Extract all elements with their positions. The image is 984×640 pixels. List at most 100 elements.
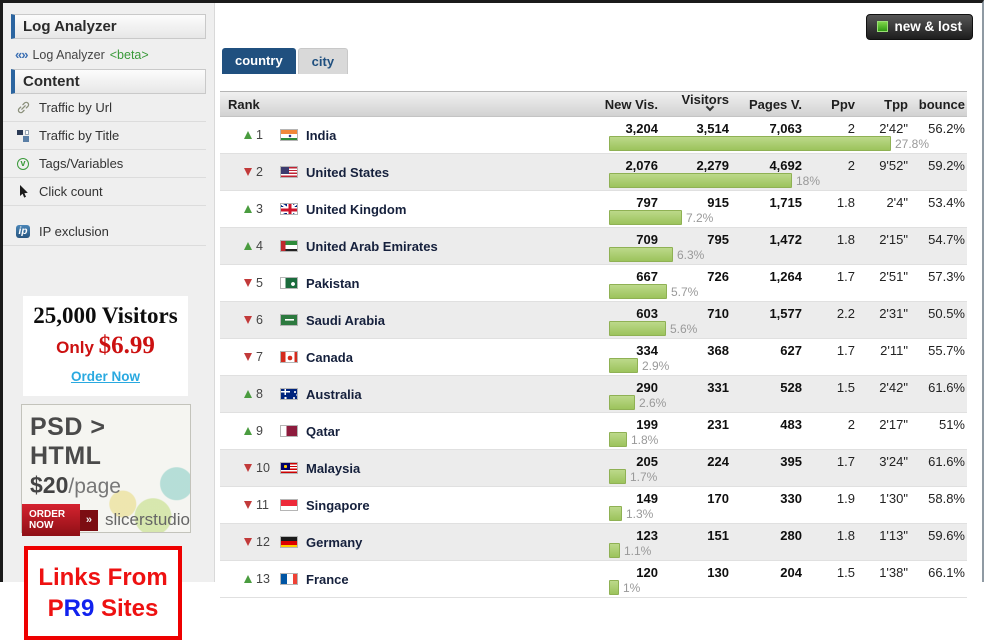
order-now-button[interactable]: ORDER NOW xyxy=(22,504,80,536)
column-header-visitors[interactable]: Visitors xyxy=(658,92,729,112)
column-header-bounce[interactable]: bounce xyxy=(918,97,965,112)
tab-bar: country city xyxy=(222,48,349,74)
country-flag-icon xyxy=(280,499,298,511)
rank-number: 4 xyxy=(256,239,263,253)
visitors-share-bar: 1.1% xyxy=(609,543,651,558)
country-name: Canada xyxy=(306,350,353,365)
ad-25000-visitors[interactable]: 25,000 Visitors Only $6.99 Order Now xyxy=(23,296,188,396)
ad-pr9-links[interactable]: Links From PR9 Sites xyxy=(24,546,182,640)
sidebar-item-label: Traffic by Title xyxy=(39,128,120,143)
ppv-value: 1.7 xyxy=(836,343,855,358)
country-flag-icon xyxy=(280,388,298,400)
table-row[interactable]: 8 Australia 290 331 528 1.5 2'42" 61.6% … xyxy=(220,376,967,413)
log-analyzer-beta-link[interactable]: «» Log Analyzer <beta> xyxy=(3,39,214,69)
sidebar-item-label: IP exclusion xyxy=(39,224,109,239)
bounce-value: 61.6% xyxy=(928,380,965,395)
table-row[interactable]: 13 France 120 130 204 1.5 1'38" 66.1% 1% xyxy=(220,561,967,598)
country-name: United Arab Emirates xyxy=(306,239,438,254)
new-visitors-value: 120 xyxy=(636,565,658,580)
column-header-rank[interactable]: Rank xyxy=(228,97,260,112)
table-row[interactable]: 4 United Arab Emirates 709 795 1,472 1.8… xyxy=(220,228,967,265)
share-label: 1.8% xyxy=(631,432,659,447)
ad-footer: ORDER NOW » slicerstudio xyxy=(22,504,190,536)
tpp-value: 2'17" xyxy=(879,417,908,432)
sidebar-section-log-analyzer: Log Analyzer xyxy=(11,14,206,39)
ad-psd-to-html[interactable]: PSD > HTML $20/page ORDER NOW » slicerst… xyxy=(21,404,191,536)
table-row[interactable]: 11 Singapore 149 170 330 1.9 1'30" 58.8%… xyxy=(220,487,967,524)
table-row[interactable]: 7 Canada 334 368 627 1.7 2'11" 55.7% 2.9… xyxy=(220,339,967,376)
country-flag-icon xyxy=(280,166,298,178)
pages-views-value: 1,577 xyxy=(769,306,802,321)
sidebar-item-click-count[interactable]: Click count xyxy=(3,178,206,206)
tpp-value: 2'11" xyxy=(880,343,908,358)
pages-views-value: 395 xyxy=(780,454,802,469)
table-row[interactable]: 12 Germany 123 151 280 1.8 1'13" 59.6% 1… xyxy=(220,524,967,561)
ppv-value: 2.2 xyxy=(836,306,855,321)
new-visitors-value: 709 xyxy=(636,232,658,247)
bar-fill xyxy=(609,469,626,484)
rank-trend-icon xyxy=(244,575,252,583)
ppv-value: 1.7 xyxy=(836,454,855,469)
bounce-value: 59.6% xyxy=(928,528,965,543)
country-name: Germany xyxy=(306,535,363,550)
pages-views-value: 528 xyxy=(780,380,802,395)
rank-number: 8 xyxy=(256,387,263,401)
rank-number: 3 xyxy=(256,202,263,216)
bar-fill xyxy=(609,173,792,188)
rank-trend-icon xyxy=(244,390,252,398)
bounce-value: 50.5% xyxy=(928,306,965,321)
table-row[interactable]: 10 Malaysia 205 224 395 1.7 3'24" 61.6% … xyxy=(220,450,967,487)
sidebar-item-ip-exclusion[interactable]: ip IP exclusion xyxy=(3,218,206,246)
visitors-value: 151 xyxy=(707,528,729,543)
chevrons-icon[interactable]: » xyxy=(79,509,98,531)
ppv-value: 1.8 xyxy=(836,528,855,543)
table-row[interactable]: 9 Qatar 199 231 483 2 2'17" 51% 1.8% xyxy=(220,413,967,450)
column-header-new-vis[interactable]: New Vis. xyxy=(604,97,658,112)
country-name: Australia xyxy=(306,387,362,402)
column-header-pages-v[interactable]: Pages V. xyxy=(748,97,802,112)
sidebar: Log Analyzer «» Log Analyzer <beta> Cont… xyxy=(3,3,215,640)
rank-number: 9 xyxy=(256,424,263,438)
table-row[interactable]: 5 Pakistan 667 726 1,264 1.7 2'51" 57.3%… xyxy=(220,265,967,302)
sidebar-item-traffic-by-url[interactable]: Traffic by Url xyxy=(3,94,206,122)
table-row[interactable]: 2 United States 2,076 2,279 4,692 2 9'52… xyxy=(220,154,967,191)
column-header-tpp[interactable]: Tpp xyxy=(884,97,908,112)
sidebar-item-tags-variables[interactable]: v Tags/Variables xyxy=(3,150,206,178)
country-name: Pakistan xyxy=(306,276,360,291)
pages-views-value: 204 xyxy=(780,565,802,580)
visitors-value: 231 xyxy=(707,417,729,432)
beta-tag: <beta> xyxy=(109,47,149,62)
visitors-value: 3,514 xyxy=(696,121,729,136)
ppv-value: 1.7 xyxy=(836,269,855,284)
visitors-share-bar: 1.3% xyxy=(609,506,653,521)
visitors-share-bar: 5.7% xyxy=(609,284,698,299)
share-label: 1.7% xyxy=(630,469,658,484)
pages-views-value: 280 xyxy=(780,528,802,543)
tab-city[interactable]: city xyxy=(297,48,349,74)
tpp-value: 2'15" xyxy=(879,232,908,247)
new-lost-button[interactable]: new & lost xyxy=(866,14,973,40)
visitors-value: 2,279 xyxy=(696,158,729,173)
green-square-icon xyxy=(877,21,889,32)
column-header-ppv[interactable]: Ppv xyxy=(831,97,855,112)
new-visitors-value: 797 xyxy=(636,195,658,210)
table-row[interactable]: 6 Saudi Arabia 603 710 1,577 2.2 2'31" 5… xyxy=(220,302,967,339)
bounce-value: 53.4% xyxy=(928,195,965,210)
sidebar-item-traffic-by-title[interactable]: Traffic by Title xyxy=(3,122,206,150)
new-visitors-value: 603 xyxy=(636,306,658,321)
tab-country[interactable]: country xyxy=(222,48,296,74)
bar-fill xyxy=(609,432,627,447)
share-label: 1% xyxy=(623,580,641,595)
ip-icon: ip xyxy=(15,225,31,238)
share-label: 2.9% xyxy=(642,358,670,373)
table-row[interactable]: 3 United Kingdom 797 915 1,715 1.8 2'4" … xyxy=(220,191,967,228)
rank-trend-icon xyxy=(244,316,252,324)
rank-trend-icon xyxy=(244,538,252,546)
main-content: new & lost country city Rank New Vis. Vi… xyxy=(215,3,982,598)
new-visitors-value: 123 xyxy=(636,528,658,543)
table-row[interactable]: 1 India 3,204 3,514 7,063 2 2'42" 56.2% … xyxy=(220,117,967,154)
country-name: United Kingdom xyxy=(306,202,407,217)
order-now-link[interactable]: Order Now xyxy=(70,369,140,384)
country-flag-icon xyxy=(280,203,298,215)
